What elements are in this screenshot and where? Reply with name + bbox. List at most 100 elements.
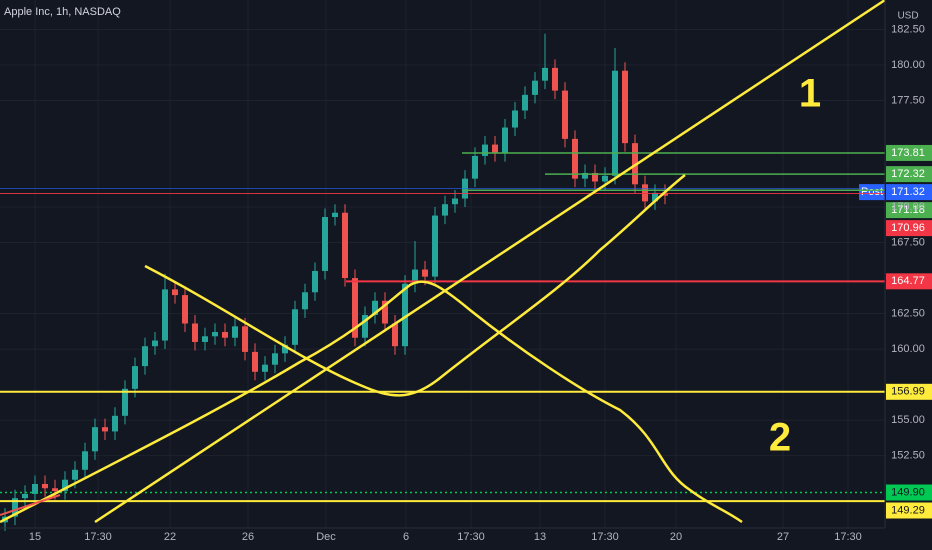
price-label-bg [886,484,932,501]
y-tick-label: 180.00 [891,59,925,71]
price-label: 149.90 [891,486,925,498]
price-label: 170.96 [891,222,925,234]
x-tick-label: 6 [403,531,409,543]
candle-body [122,388,128,416]
x-tick-label: 17:30 [591,531,619,543]
x-tick-label: Dec [316,531,336,543]
x-tick-label: 26 [242,531,254,543]
candle-body [102,427,108,432]
candle-body [512,110,518,128]
candle-body [262,364,268,372]
candle-body [22,493,28,499]
candle-body [232,326,238,338]
candle-body [522,94,528,111]
candle-body [342,212,348,279]
y-tick-label: 182.50 [891,23,925,35]
x-tick-label: 20 [670,531,682,543]
candle-body [532,80,538,95]
x-tick-label: 17:30 [834,531,862,543]
levels: 173.81 172.32 171.32 Post 171.18 170.96 164.77… [0,144,932,519]
price-axis: 152.50 155.00 160.00 162.50 167.50 170.00 177.… [891,23,925,461]
price-label: 171.32 [891,186,925,198]
candle-body [152,340,158,347]
candle-body [352,278,358,338]
candle-body [552,67,558,91]
price-label-bg [886,184,932,201]
x-tick-label: 27 [777,531,789,543]
candle-body [642,184,648,202]
candle-body [212,332,218,337]
candle-body [502,127,508,154]
candle-body [312,270,318,293]
candle-body [272,353,278,365]
candle-body [332,212,338,217]
candle-body [92,427,98,452]
time-axis: 15 17:30 22 26 Dec 6 17:30 13 17:30 20 27 17:30 [29,531,862,543]
y-tick-label: 155.00 [891,414,925,426]
trend-line [0,494,61,516]
wave-curve [144,174,686,397]
y-tick-label: 170.00 [891,201,925,213]
price-label: 164.77 [891,275,925,287]
candle-body [82,451,88,470]
price-label: 149.29 [891,504,925,516]
candle-body [582,172,588,179]
candle-body [242,326,248,352]
candle-body [392,323,398,347]
candle-body [412,269,418,284]
candle-body [252,351,258,372]
candle-body [472,155,478,179]
price-tag-bg [859,184,885,201]
trend-line [94,0,886,524]
candle-body [372,300,378,315]
price-label-bg [886,166,932,183]
candle-body [62,479,68,492]
candle-body [562,90,568,139]
price-label-bg [886,273,932,290]
candle-body [432,215,438,277]
candle-body [592,172,598,182]
candle-body [172,289,178,296]
candle-body [52,488,58,492]
candle-body [162,289,168,341]
candle-body [492,144,498,154]
x-tick-label: 22 [164,531,176,543]
drawings [0,0,886,524]
candle-body [322,216,328,271]
price-label-bg [886,220,932,237]
candle-body [42,483,48,489]
annotation: 1 [799,72,821,116]
y-tick-label: 177.50 [891,94,925,106]
candle-body [622,70,628,144]
candle-body [482,144,488,156]
price-label: 173.81 [891,147,925,159]
candle-body [192,323,198,342]
candle-body [442,204,448,216]
candle-body [32,483,38,494]
candle-body [202,336,208,342]
candle-body [72,469,78,480]
price-label-bg [886,202,932,219]
wave-curve [0,280,743,524]
candle-body [292,309,298,345]
y-tick-label: 162.50 [891,307,925,319]
x-tick-label: 17:30 [457,531,485,543]
candle-body [602,175,608,182]
candle-body [282,344,288,354]
chart-title: Apple Inc, 1h, NASDAQ [4,6,121,18]
candle-body [382,300,388,324]
candle-body [572,138,578,179]
candle-body [182,295,188,324]
price-label-bg [886,144,932,161]
candle-body [452,198,458,205]
currency: USD [897,11,918,22]
candle-body [362,314,368,338]
y-tick-label: 152.50 [891,449,925,461]
candle-body [612,70,618,176]
price-label-bg [886,383,932,400]
x-tick-label: 17:30 [84,531,112,543]
candle-body [662,192,668,196]
price-tag: Post [861,186,883,198]
